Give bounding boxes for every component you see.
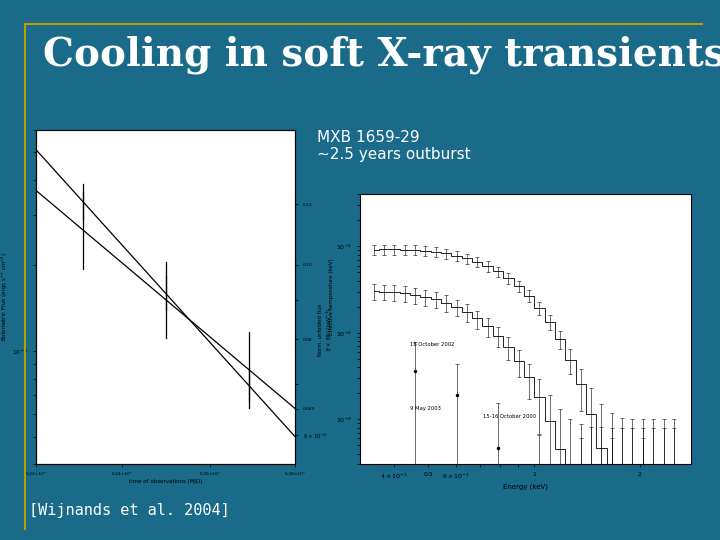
Text: 16 October 2002: 16 October 2002	[410, 342, 454, 347]
Text: 9 May 2003: 9 May 2003	[410, 407, 441, 411]
Y-axis label: Bolometric Flux (ergs s$^{-1}$ cm$^{-2}$): Bolometric Flux (ergs s$^{-1}$ cm$^{-2}$…	[0, 253, 10, 341]
Text: [Wijnands et al. 2004]: [Wijnands et al. 2004]	[29, 503, 230, 518]
X-axis label: Energy (keV): Energy (keV)	[503, 484, 548, 490]
Y-axis label: Effective temperature (keV): Effective temperature (keV)	[329, 259, 333, 335]
Text: 15-16 October 2000: 15-16 October 2000	[482, 415, 536, 420]
Y-axis label: Norm. unfolded flux
E × f(E) (keV$^{-1}$): Norm. unfolded flux E × f(E) (keV$^{-1}$…	[318, 303, 335, 355]
Text: Cooling in soft X-ray transients: Cooling in soft X-ray transients	[43, 35, 720, 73]
X-axis label: time of observations (MJD): time of observations (MJD)	[129, 479, 202, 484]
Text: MXB 1659-29
~2.5 years outburst: MXB 1659-29 ~2.5 years outburst	[317, 130, 470, 162]
